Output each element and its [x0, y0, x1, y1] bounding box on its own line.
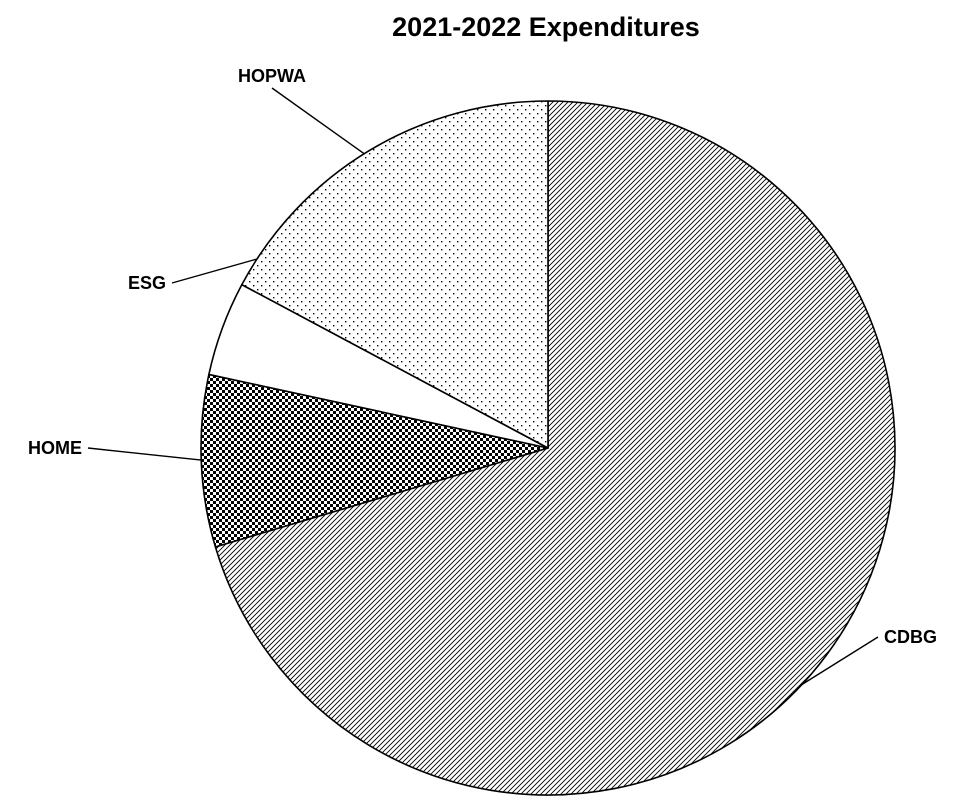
slice-labels: CDBG HOME ESG HOPWA — [28, 66, 937, 686]
pie-slices — [200, 100, 896, 796]
pie-slice-cdbg — [214, 100, 896, 796]
leader-line-esg — [171, 258, 258, 284]
slice-label-hopwa: HOPWA — [238, 66, 306, 86]
chart-title: 2021-2022 Expenditures — [392, 12, 700, 42]
pie-slice-hopwa — [241, 100, 549, 449]
leader-line-cdbg — [801, 636, 879, 686]
leader-line-hopwa — [271, 87, 365, 155]
slice-label-esg: ESG — [128, 273, 166, 293]
slice-label-cdbg: CDBG — [884, 627, 937, 647]
leader-line-home — [87, 447, 202, 461]
slice-label-home: HOME — [28, 438, 82, 458]
pie-slice-home — [200, 373, 549, 548]
